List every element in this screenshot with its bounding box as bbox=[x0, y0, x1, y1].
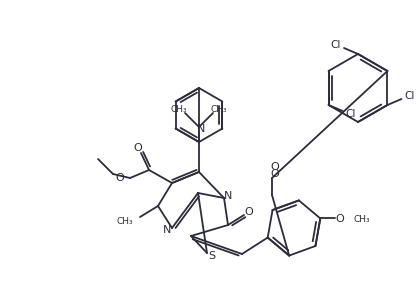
Text: O: O bbox=[270, 169, 279, 179]
Text: O: O bbox=[335, 214, 344, 224]
Text: O: O bbox=[270, 162, 279, 172]
Text: Cl: Cl bbox=[331, 40, 341, 50]
Text: CH₃: CH₃ bbox=[171, 104, 187, 113]
Text: CH₃: CH₃ bbox=[353, 215, 370, 224]
Text: N: N bbox=[163, 225, 171, 235]
Text: CH₃: CH₃ bbox=[211, 104, 227, 113]
Text: O: O bbox=[115, 173, 124, 183]
Text: N: N bbox=[224, 191, 232, 201]
Text: N: N bbox=[197, 124, 205, 134]
Text: O: O bbox=[134, 143, 143, 153]
Text: Cl: Cl bbox=[345, 109, 356, 119]
Text: CH₃: CH₃ bbox=[116, 216, 133, 226]
Text: S: S bbox=[209, 251, 216, 261]
Text: Cl: Cl bbox=[404, 91, 415, 101]
Text: O: O bbox=[245, 207, 253, 217]
